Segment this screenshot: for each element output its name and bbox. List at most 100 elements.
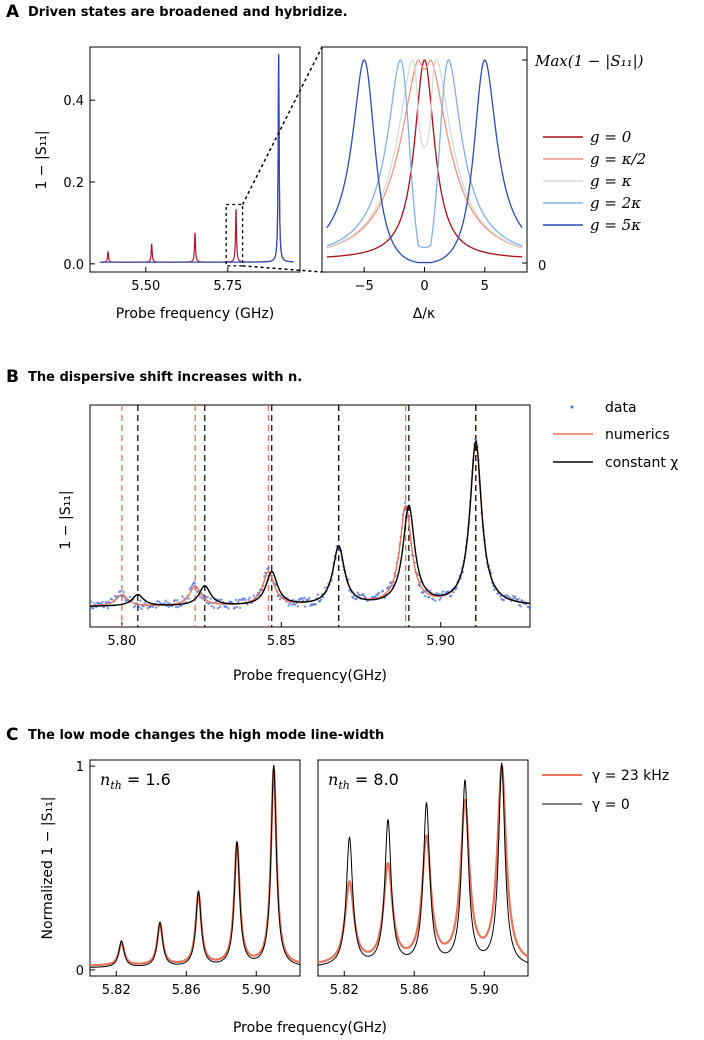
panel-b-xtick-label: 5.90: [426, 634, 455, 649]
legend-label-g3: g = 2κ: [590, 194, 641, 212]
data-point: [164, 599, 167, 602]
data-point: [452, 591, 455, 594]
data-point: [300, 597, 304, 600]
data-point: [110, 598, 114, 601]
data-point: [139, 599, 142, 602]
data-point: [209, 597, 212, 600]
panel-a-series-1-line: [99, 53, 294, 263]
gamma-0-line: [89, 764, 301, 968]
data-point: [381, 589, 385, 593]
data-point: [434, 599, 437, 603]
panel-c-right-plot: 5.82 5.86 5.90 nth = 8.0 γ = 23 kHz γ = 0: [317, 759, 669, 998]
data-point: [316, 593, 320, 596]
panel-b-ylabel: 1 − |S₁₁|: [58, 490, 74, 549]
data-point: [156, 600, 159, 603]
data-point: [288, 602, 291, 605]
legend-swatch-data: [570, 405, 574, 409]
panel-c-4-xtick-label: 5.86: [400, 983, 429, 998]
data-point: [119, 590, 122, 593]
data-point: [347, 578, 350, 581]
panel-c-left-plot: 5.82 5.86 5.90 0 1 nth = 1.6 Normalized 1 − …: [40, 759, 301, 998]
data-point: [303, 596, 306, 600]
data-point: [274, 583, 278, 587]
data-point: [93, 602, 96, 605]
data-point: [140, 607, 143, 611]
panel-c-3-xtick-label: 5.82: [102, 983, 131, 998]
panel-c-3-ytick-label: 1: [76, 760, 84, 775]
panel-c-right-annotation: nth = 8.0: [328, 770, 399, 792]
zoom-right-bottom-label: 0: [538, 259, 546, 274]
panel-b-legend: data numerics constant χ: [553, 400, 678, 471]
data-point: [432, 598, 435, 601]
zoom-region-box: [225, 203, 244, 267]
panel-b-xtick-label: 5.80: [107, 634, 136, 649]
panel-b-xtick-label: 5.85: [267, 634, 296, 649]
data-point: [355, 597, 358, 600]
data-point: [502, 598, 505, 602]
panel-c-ylabel: Normalized 1 − |S₁₁|: [40, 797, 56, 940]
panel-a-zoom-frame: [321, 46, 528, 273]
data-point: [154, 606, 158, 609]
data-point: [356, 591, 359, 594]
data-point: [374, 595, 377, 598]
data-point: [450, 594, 453, 598]
numerics-line: [89, 440, 531, 607]
legend-label-g4: g = 5κ: [590, 216, 641, 234]
data-point: [158, 600, 161, 603]
data-point: [88, 609, 92, 612]
data-point: [187, 597, 190, 600]
legend-label-g0: g = 0: [590, 128, 632, 146]
data-point: [225, 605, 228, 609]
data-point: [230, 600, 233, 604]
data-point: [146, 607, 149, 610]
zoom-series-2-line: [326, 59, 523, 249]
data-point: [227, 607, 230, 610]
panel-label-a: A: [6, 2, 20, 22]
panel-a-ytick-label: 0.0: [63, 258, 84, 273]
legend-label-g1: g = κ/2: [590, 150, 646, 168]
panel-c-xlabel: Probe frequency(GHz): [233, 1020, 387, 1036]
panel-a-xtick-label: 5.75: [213, 279, 242, 294]
data-point: [174, 606, 178, 609]
data-point: [235, 606, 239, 609]
data-point: [233, 606, 237, 609]
data-point: [106, 606, 110, 610]
panel-a-zoom-plot: −5 0 5 Δ/κ Max(1 − |S₁₁|) 0 g = 0g = κ/2g …: [321, 46, 646, 322]
data-point: [499, 595, 502, 598]
panel-a-xlabel: Probe frequency (GHz): [116, 306, 274, 322]
data-point: [290, 603, 293, 606]
panel-c-legend-label: γ = 23 kHz: [592, 768, 669, 784]
data-point: [319, 598, 323, 601]
constant-chi-line: [90, 440, 531, 607]
data-point: [246, 603, 249, 606]
data-point: [439, 596, 442, 599]
data-point: [105, 601, 109, 604]
data-point: [438, 598, 441, 601]
data-point: [138, 606, 141, 609]
zoom-connector-bottom: [242, 265, 323, 273]
data-point: [212, 606, 216, 609]
panel-c-legend-label: γ = 0: [592, 797, 630, 813]
data-point: [377, 591, 380, 595]
data-point: [238, 606, 242, 610]
data-point: [252, 594, 256, 597]
zoom-right-top-label: Max(1 − |S₁₁|): [534, 52, 644, 70]
legend-label-g2: g = κ: [590, 172, 632, 190]
data-point: [234, 598, 238, 602]
zoom-series-0-line: [326, 59, 523, 258]
data-point: [278, 597, 282, 601]
data-point: [205, 601, 208, 604]
panel-b-xlabel: Probe frequency(GHz): [233, 668, 387, 684]
data-point: [296, 605, 300, 608]
data-point: [429, 589, 432, 592]
data-point: [314, 603, 317, 606]
data-point: [519, 605, 522, 608]
panel-a-ytick-label: 0.2: [63, 176, 84, 191]
data-point: [166, 601, 169, 604]
panel-b-title: The dispersive shift increases with n.: [28, 370, 302, 385]
panel-a-legend: g = 0 g = κ/2 g = κ g = 2κ g = 5κ: [543, 128, 646, 234]
data-point: [423, 594, 427, 598]
panel-a-main-plot: 5.50 5.750.00.20.4 Probe frequency (GHz) …: [34, 46, 301, 322]
data-point: [180, 604, 183, 608]
data-point: [201, 597, 204, 600]
